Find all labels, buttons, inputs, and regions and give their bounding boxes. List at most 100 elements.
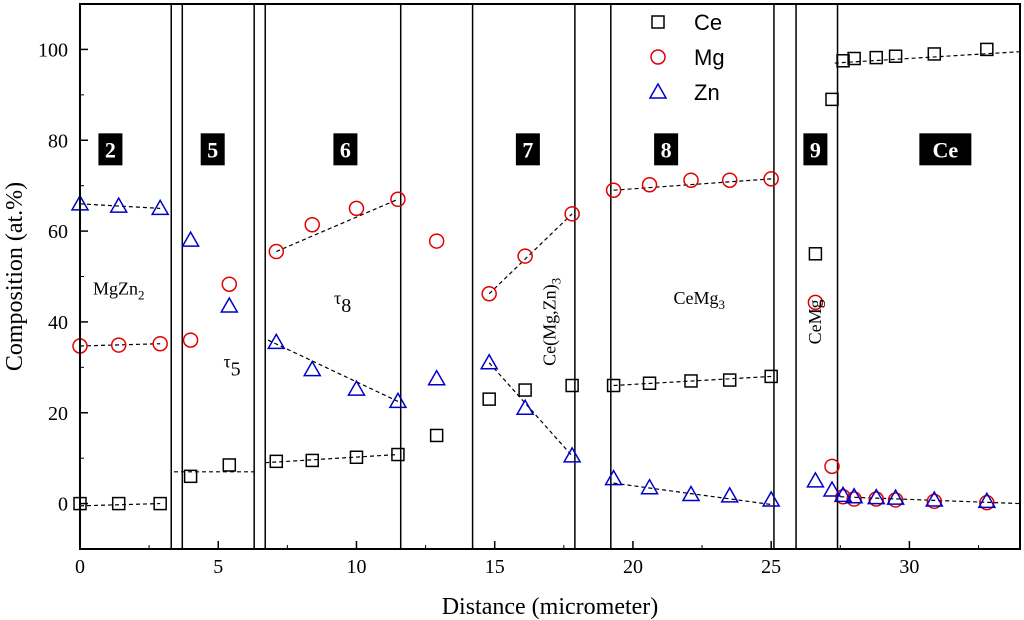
phase-label: CeMg (805, 299, 825, 344)
plot-frame (79, 3, 1021, 550)
phase-label: τ5 (223, 351, 240, 380)
mg-point (641, 177, 658, 193)
ce-point (980, 42, 994, 57)
region-label-9: 9 (803, 133, 828, 166)
ce-point (684, 374, 698, 388)
x-tick-label: 20 (623, 556, 643, 578)
trend-line (613, 375, 772, 387)
trend-line (276, 198, 399, 253)
region-label-box (515, 133, 540, 166)
zn-point (844, 487, 864, 504)
y-tick-label: 60 (48, 221, 68, 243)
region-label-box (333, 133, 358, 166)
zn-point (977, 491, 997, 509)
mg-point (221, 276, 238, 292)
trend-line (79, 502, 161, 507)
x-tick-label: 25 (761, 556, 781, 578)
legend-entry-ce: Ce (651, 10, 722, 35)
legend-label: Zn (694, 80, 720, 105)
phase-label: CeMg3 (674, 288, 726, 312)
ce-point (153, 496, 167, 511)
ce-point (183, 469, 198, 484)
zn-point (681, 484, 701, 502)
zn-point (822, 480, 842, 497)
series-ce (73, 42, 994, 511)
mg-point (182, 332, 199, 348)
zn-point (109, 196, 128, 213)
region-label-text: 5 (207, 137, 218, 162)
phase-label: τ8 (334, 288, 351, 317)
trend-line (267, 339, 399, 402)
mg-point (390, 191, 406, 208)
mg-point (846, 491, 862, 507)
trend-lines (79, 51, 1021, 507)
zn-point (302, 360, 322, 377)
ce-point (429, 428, 444, 443)
y-tick-label: 100 (38, 39, 68, 61)
mg-point (721, 172, 738, 188)
phase-labels: MgZn2 τ5 τ8 Ce(Mg,Zn)3 CeMg3 CeMg (93, 278, 825, 380)
mg-point (110, 337, 127, 353)
trend-line (840, 496, 1021, 505)
phase-label: Ce(Mg,Zn)3 (540, 278, 564, 366)
zn-point (833, 485, 853, 503)
ce-point (764, 369, 778, 384)
trend-line (488, 213, 573, 295)
region-label-box (654, 133, 679, 166)
zn-point (181, 230, 200, 247)
region-label-6: 6 (333, 133, 358, 166)
mg-point (564, 206, 580, 222)
region-label-text: 9 (810, 137, 821, 162)
ce-point (349, 450, 364, 465)
mg-point (979, 494, 995, 511)
zn-point (886, 488, 905, 505)
phase-label: MgZn2 (93, 279, 144, 303)
ce-point (722, 373, 737, 387)
mg-point (304, 216, 320, 233)
x-tick-label: 5 (213, 556, 223, 578)
region-labels: 2 5 6 7 8 9 Ce (98, 133, 972, 166)
zn-point (925, 490, 944, 507)
zn-point (562, 446, 582, 463)
region-label-text: 7 (522, 137, 533, 162)
zn-point (479, 353, 499, 370)
x-tick-label: 15 (485, 556, 505, 578)
ce-point (927, 47, 942, 61)
legend-marker (651, 15, 665, 29)
y-tick-label: 20 (48, 403, 68, 425)
legend-marker (648, 82, 668, 99)
region-label-box (919, 133, 972, 166)
legend-label: Ce (694, 10, 722, 35)
zn-point (806, 471, 825, 488)
mg-point (926, 493, 943, 510)
zn-point (720, 486, 739, 503)
ce-point (847, 51, 861, 66)
x-axis-title: Distance (micrometer) (442, 594, 659, 620)
ce-point (888, 49, 903, 63)
mg-point (481, 286, 497, 302)
ce-point (825, 92, 839, 107)
legend-entry-mg: Mg (650, 45, 725, 70)
ce-point (869, 50, 883, 65)
mg-point (824, 458, 840, 475)
mg-point (605, 182, 622, 198)
zn-point (347, 379, 366, 396)
region-label-text: Ce (933, 137, 959, 162)
trend-line (613, 178, 772, 191)
trend-line (265, 453, 398, 464)
region-label-5: 5 (200, 133, 225, 166)
zn-point (866, 488, 886, 505)
ce-point (391, 447, 405, 462)
x-tick-label: 0 (75, 556, 85, 578)
y-tick-label: 40 (48, 312, 68, 334)
mg-point (348, 200, 365, 217)
ce-point (518, 383, 532, 397)
y-axis: 0 20 40 60 80 100 (38, 3, 88, 550)
data-points (70, 42, 997, 511)
mg-point (428, 233, 445, 249)
legend-label: Mg (694, 45, 725, 70)
ce-point (836, 54, 850, 68)
y-tick-label: 80 (48, 130, 68, 152)
series-zn (70, 194, 997, 509)
zn-point (150, 198, 170, 216)
